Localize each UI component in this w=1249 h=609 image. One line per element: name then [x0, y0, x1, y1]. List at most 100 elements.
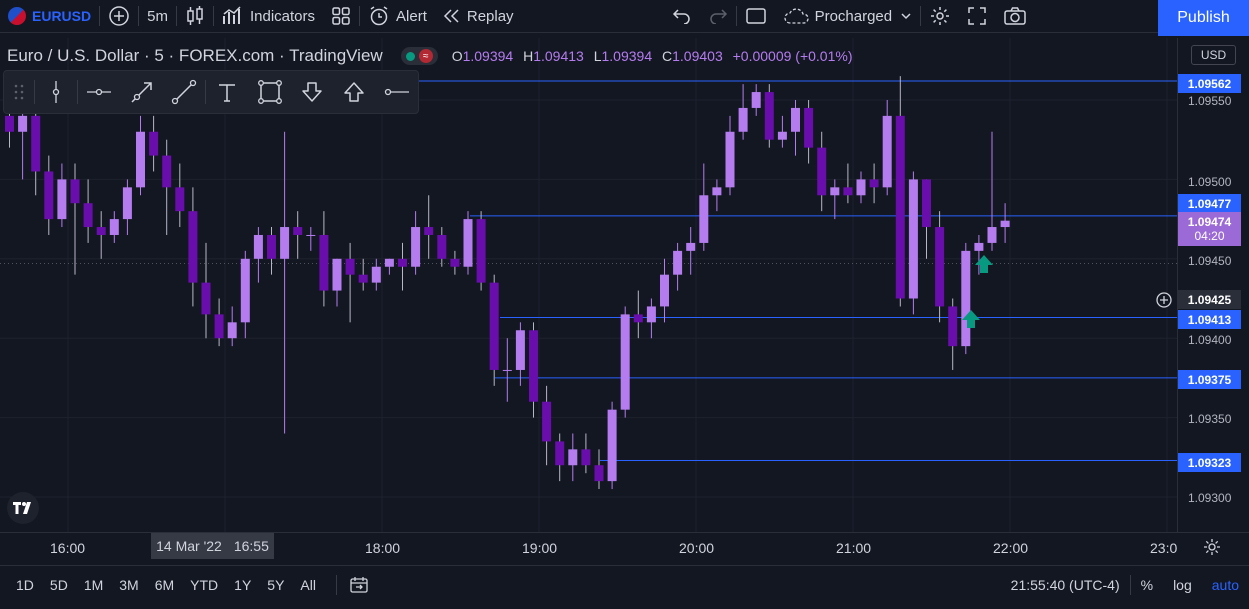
candle — [699, 163, 709, 251]
candle-body — [175, 187, 185, 212]
price-scale[interactable] — [1177, 38, 1249, 532]
range-6m[interactable]: 6M — [154, 576, 175, 593]
candle — [358, 258, 368, 291]
chart-type-button[interactable] — [177, 0, 213, 33]
candle — [568, 433, 578, 482]
candle-body — [371, 266, 381, 283]
add-alert-plus-icon[interactable] — [1155, 291, 1173, 309]
log-toggle[interactable]: log — [1173, 577, 1192, 593]
candle-body — [384, 258, 394, 267]
candle-body — [895, 115, 905, 299]
candle-body — [948, 306, 958, 347]
market-status[interactable]: ≈ — [400, 47, 438, 65]
candle-body — [188, 211, 198, 283]
candle-body — [437, 234, 447, 259]
candle-body — [306, 234, 316, 236]
candle-body — [712, 187, 722, 196]
gear-icon[interactable] — [1202, 537, 1222, 557]
candle-body — [83, 203, 93, 228]
vertical-line-tool[interactable] — [35, 71, 77, 113]
range-3m[interactable]: 3M — [119, 576, 139, 593]
candle — [44, 155, 54, 235]
range-1d[interactable]: 1D — [16, 576, 34, 593]
templates-button[interactable] — [323, 0, 359, 33]
text-tool[interactable] — [206, 71, 248, 113]
candle-body — [515, 330, 525, 370]
candle — [725, 115, 735, 196]
arrow-line-tool[interactable] — [120, 71, 162, 113]
range-all[interactable]: All — [300, 576, 316, 593]
candle — [922, 179, 931, 259]
trend-line-tool[interactable] — [163, 71, 205, 113]
candlestick-chart[interactable] — [0, 38, 1177, 532]
candle-body — [358, 274, 368, 283]
rectangle-tool[interactable] — [248, 71, 290, 113]
candle — [411, 211, 421, 275]
range-1m[interactable]: 1M — [83, 576, 104, 593]
candle — [149, 115, 159, 172]
percent-toggle[interactable]: % — [1140, 577, 1154, 593]
alarm-clock-icon — [370, 6, 388, 26]
tradingview-logo[interactable] — [7, 492, 39, 524]
interval-button[interactable]: 5m — [139, 0, 176, 33]
arrow-up-marker-tool[interactable] — [333, 71, 375, 113]
arrow-down-marker-tool[interactable] — [291, 71, 333, 113]
currency-selector[interactable]: USD — [1191, 45, 1236, 65]
candle-body — [961, 250, 971, 347]
compare-add-button[interactable] — [100, 0, 138, 33]
candle — [843, 163, 853, 204]
publish-button[interactable]: Publish — [1158, 0, 1249, 36]
fullscreen-button[interactable] — [959, 0, 995, 33]
auto-toggle[interactable]: auto — [1211, 577, 1239, 593]
arrow-down-icon — [302, 82, 322, 102]
candle-body — [620, 314, 630, 410]
candle-body — [817, 147, 827, 196]
symbol-label: EURUSD — [32, 8, 92, 24]
candle-body — [122, 187, 132, 220]
range-5d[interactable]: 5D — [49, 576, 68, 593]
snapshot-button[interactable] — [995, 0, 1035, 33]
range-1y[interactable]: 1Y — [234, 576, 252, 593]
horizontal-line-tool[interactable] — [78, 71, 120, 113]
divider — [205, 80, 207, 104]
undo-button[interactable] — [664, 0, 700, 33]
alert-button[interactable]: Alert — [360, 0, 435, 33]
settings-button[interactable] — [921, 0, 959, 33]
symbol-search[interactable]: EURUSD — [0, 0, 99, 33]
candle-body — [319, 234, 329, 291]
layout-menu[interactable]: Procharged — [775, 0, 921, 33]
candle — [607, 401, 617, 490]
crosshair-time-label: 14 Mar '22 16:55 — [151, 533, 274, 559]
candle-body — [31, 115, 41, 172]
range-ytd[interactable]: YTD — [190, 576, 219, 593]
candle-body — [882, 115, 892, 188]
gear-icon — [931, 7, 950, 25]
rewind-icon — [443, 9, 459, 23]
candle-body — [804, 107, 814, 148]
candle-body — [136, 131, 145, 188]
candle — [660, 258, 669, 323]
redo-button[interactable] — [700, 0, 736, 33]
indicators-button[interactable]: Indicators — [214, 0, 323, 33]
candles-icon — [187, 6, 203, 25]
horizontal-ray-tool[interactable] — [376, 71, 418, 113]
divider — [359, 6, 361, 26]
candle-body — [751, 92, 761, 108]
drag-handle-icon[interactable] — [4, 71, 34, 113]
candle-body — [96, 227, 106, 235]
replay-button[interactable]: Replay — [435, 0, 522, 33]
series-title[interactable]: Euro / U.S. Dollar · 5 · FOREX.com · Tra… — [7, 46, 383, 65]
range-5y[interactable]: 5Y — [267, 576, 285, 593]
fullscreen-layout-button[interactable] — [737, 0, 775, 33]
candle-body — [463, 219, 473, 267]
time-tick: 18:00 — [365, 540, 401, 556]
current-price: 1.09474 — [1187, 215, 1232, 229]
candle-body — [725, 131, 735, 188]
crosshair-time: 16:55 — [233, 538, 269, 554]
clock[interactable]: 21:55:40 (UTC-4) — [1010, 577, 1120, 593]
candle — [437, 227, 447, 267]
candle-body — [646, 306, 656, 323]
candle-body — [1000, 220, 1010, 228]
goto-date-icon[interactable] — [349, 576, 369, 594]
candle — [869, 163, 879, 204]
